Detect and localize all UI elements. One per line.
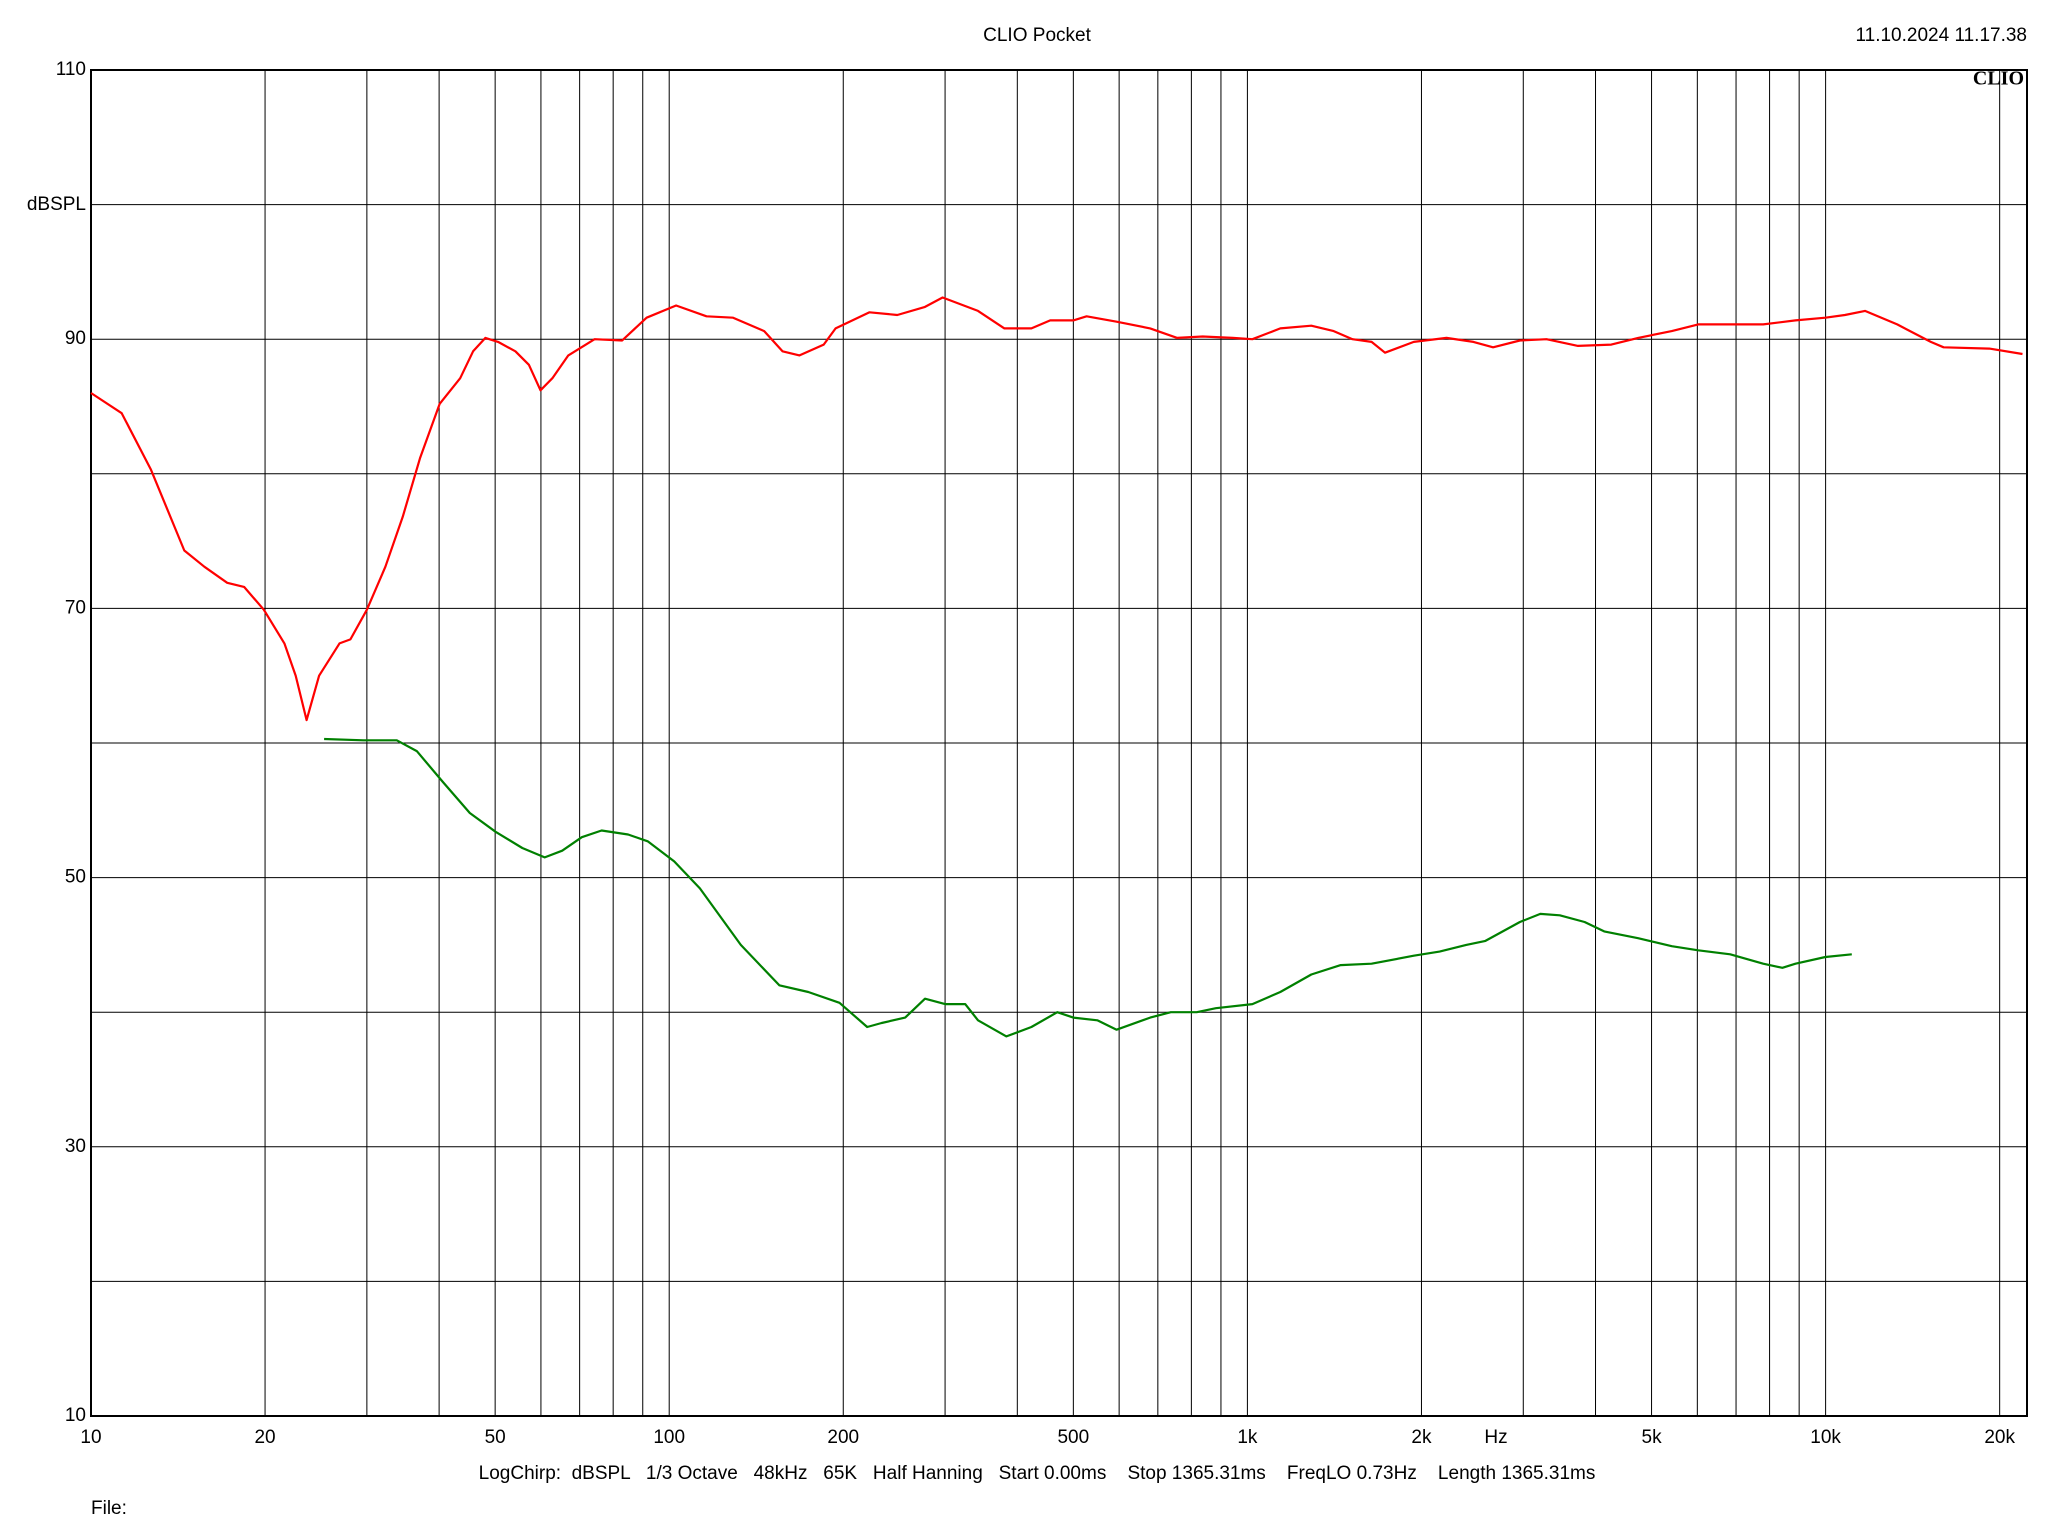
x-tick-label: 500 [1057,1427,1089,1448]
x-tick-label: 100 [653,1427,685,1448]
x-tick-label: 10 [80,1427,101,1448]
x-tick-label: 1k [1237,1427,1258,1448]
x-tick-label: 200 [827,1427,859,1448]
footer: LogChirp: dBSPL 1/3 Octave 48kHz 65K Hal… [479,1463,1596,1484]
x-tick-label: 50 [485,1427,506,1448]
x-axis-label: Hz [1484,1427,1507,1448]
y-tick-label: 90 [65,328,86,349]
series-line [90,296,2023,722]
x-tick-label: 5k [1642,1427,1663,1448]
y-axis-label: dBSPL [27,194,86,215]
x-tick-label: 20 [254,1427,275,1448]
y-tick-label: 10 [65,1405,86,1426]
chart-title: CLIO Pocket [983,25,1091,46]
x-tick-label: 20k [1984,1427,2015,1448]
y-tick-label: 110 [56,59,86,80]
logo: CLIO [1973,68,2024,90]
x-tick-label: 2k [1411,1427,1432,1448]
y-tick-label: 30 [65,1136,86,1157]
file-label: File: [91,1498,127,1519]
y-tick-label: 70 [65,597,86,618]
timestamp: 11.10.2024 11.17.38 [1855,25,2027,46]
y-tick-label: 50 [65,867,86,888]
plot-frame [90,69,2028,1417]
x-tick-label: 10k [1810,1427,1841,1448]
series-line [324,737,1852,1038]
